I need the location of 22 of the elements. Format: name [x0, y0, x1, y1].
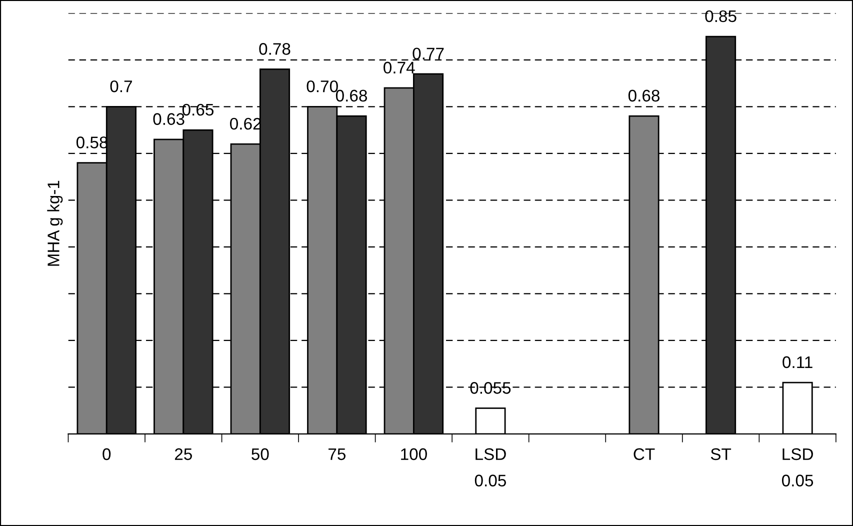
data-label: 0.65 [182, 104, 214, 116]
x-tick-label: 100 [401, 448, 427, 460]
data-label: 0.055 [470, 382, 511, 394]
data-label: 0.77 [412, 48, 444, 60]
x-tick-label: ST [710, 448, 732, 460]
x-tick-label: CT [634, 448, 655, 460]
data-label: 0.11 [782, 356, 812, 368]
data-label: 0.7 [110, 80, 132, 92]
x-tick-label: LSD 0.05 [474, 448, 506, 486]
data-label: 0.63 [153, 113, 184, 125]
x-tick-label: LSD 0.05 [782, 448, 814, 486]
data-label: 0.78 [259, 43, 290, 55]
x-tick-label: 75 [328, 448, 346, 460]
data-label: 0.70 [306, 80, 338, 92]
data-label: 0.68 [628, 90, 660, 102]
data-label: 0.85 [705, 10, 736, 22]
x-tick-label: 0 [102, 448, 111, 460]
data-label: 0.68 [336, 90, 368, 102]
data-label: 0.74 [384, 62, 415, 74]
x-tick-label: 25 [174, 448, 192, 460]
y-axis-title: MHA g kg-1 [47, 180, 63, 266]
x-tick-label: 50 [252, 448, 269, 460]
